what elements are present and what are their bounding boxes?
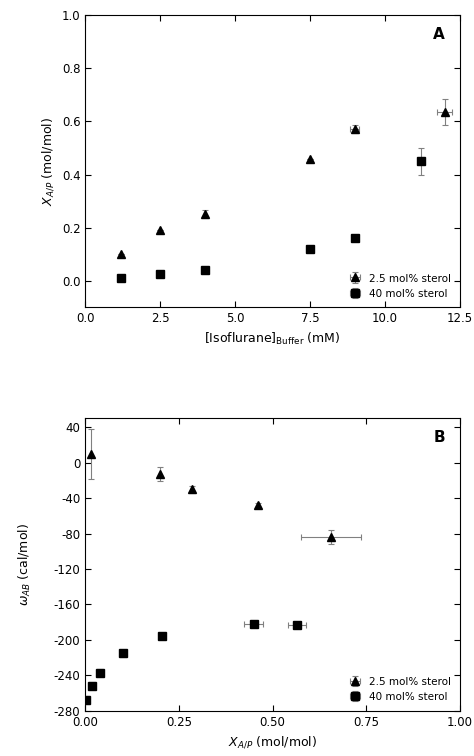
Text: A: A: [433, 26, 445, 42]
Legend: 2.5 mol% sterol, 40 mol% sterol: 2.5 mol% sterol, 40 mol% sterol: [346, 270, 455, 302]
Y-axis label: $X_{A/P}$ (mol/mol): $X_{A/P}$ (mol/mol): [41, 116, 56, 206]
X-axis label: $X_{A/P}$ (mol/mol): $X_{A/P}$ (mol/mol): [228, 734, 317, 750]
X-axis label: [Isoflurane]$_\mathrm{Buffer}$ (mM): [Isoflurane]$_\mathrm{Buffer}$ (mM): [204, 331, 341, 347]
Y-axis label: $\omega_{AB}$ (cal/mol): $\omega_{AB}$ (cal/mol): [17, 523, 33, 606]
Legend: 2.5 mol% sterol, 40 mol% sterol: 2.5 mol% sterol, 40 mol% sterol: [346, 674, 455, 705]
Text: B: B: [433, 430, 445, 445]
